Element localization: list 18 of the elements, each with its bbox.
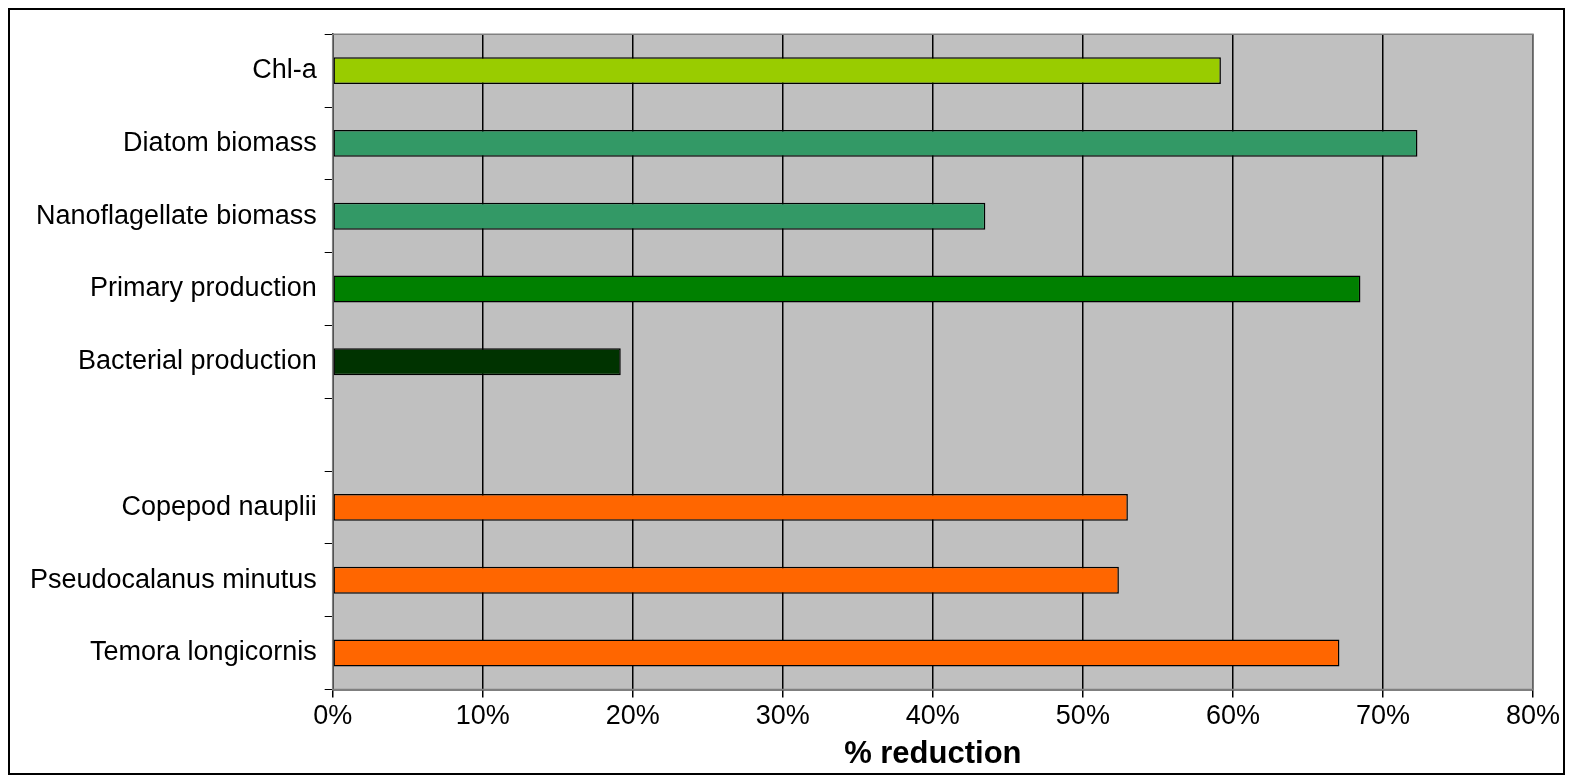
x-tick-label: 20% (605, 700, 660, 731)
x-tick-label: 30% (755, 700, 810, 731)
y-tick-label: Pseudocalanus minutus (29, 563, 317, 594)
x-tick-label: 80% (1505, 700, 1560, 731)
x-axis-title: % reduction (844, 734, 1022, 770)
y-tick-label: Diatom biomass (123, 126, 317, 157)
x-tick-label: 60% (1205, 700, 1260, 731)
x-tick-label: 10% (455, 700, 510, 731)
y-tick-label: Nanoflagellate biomass (36, 199, 317, 230)
y-tick-label: Chl-a (252, 54, 318, 85)
x-tick-label: 70% (1355, 700, 1410, 731)
y-tick-label: Primary production (90, 272, 317, 303)
x-tick-label: 40% (905, 700, 960, 731)
x-tick-label: 50% (1055, 700, 1110, 731)
y-tick-label: Bacterial production (78, 345, 317, 376)
y-tick-label: Temora longicornis (90, 636, 317, 667)
y-tick-label: Copepod nauplii (121, 490, 317, 521)
x-tick-label: 0% (313, 700, 353, 731)
